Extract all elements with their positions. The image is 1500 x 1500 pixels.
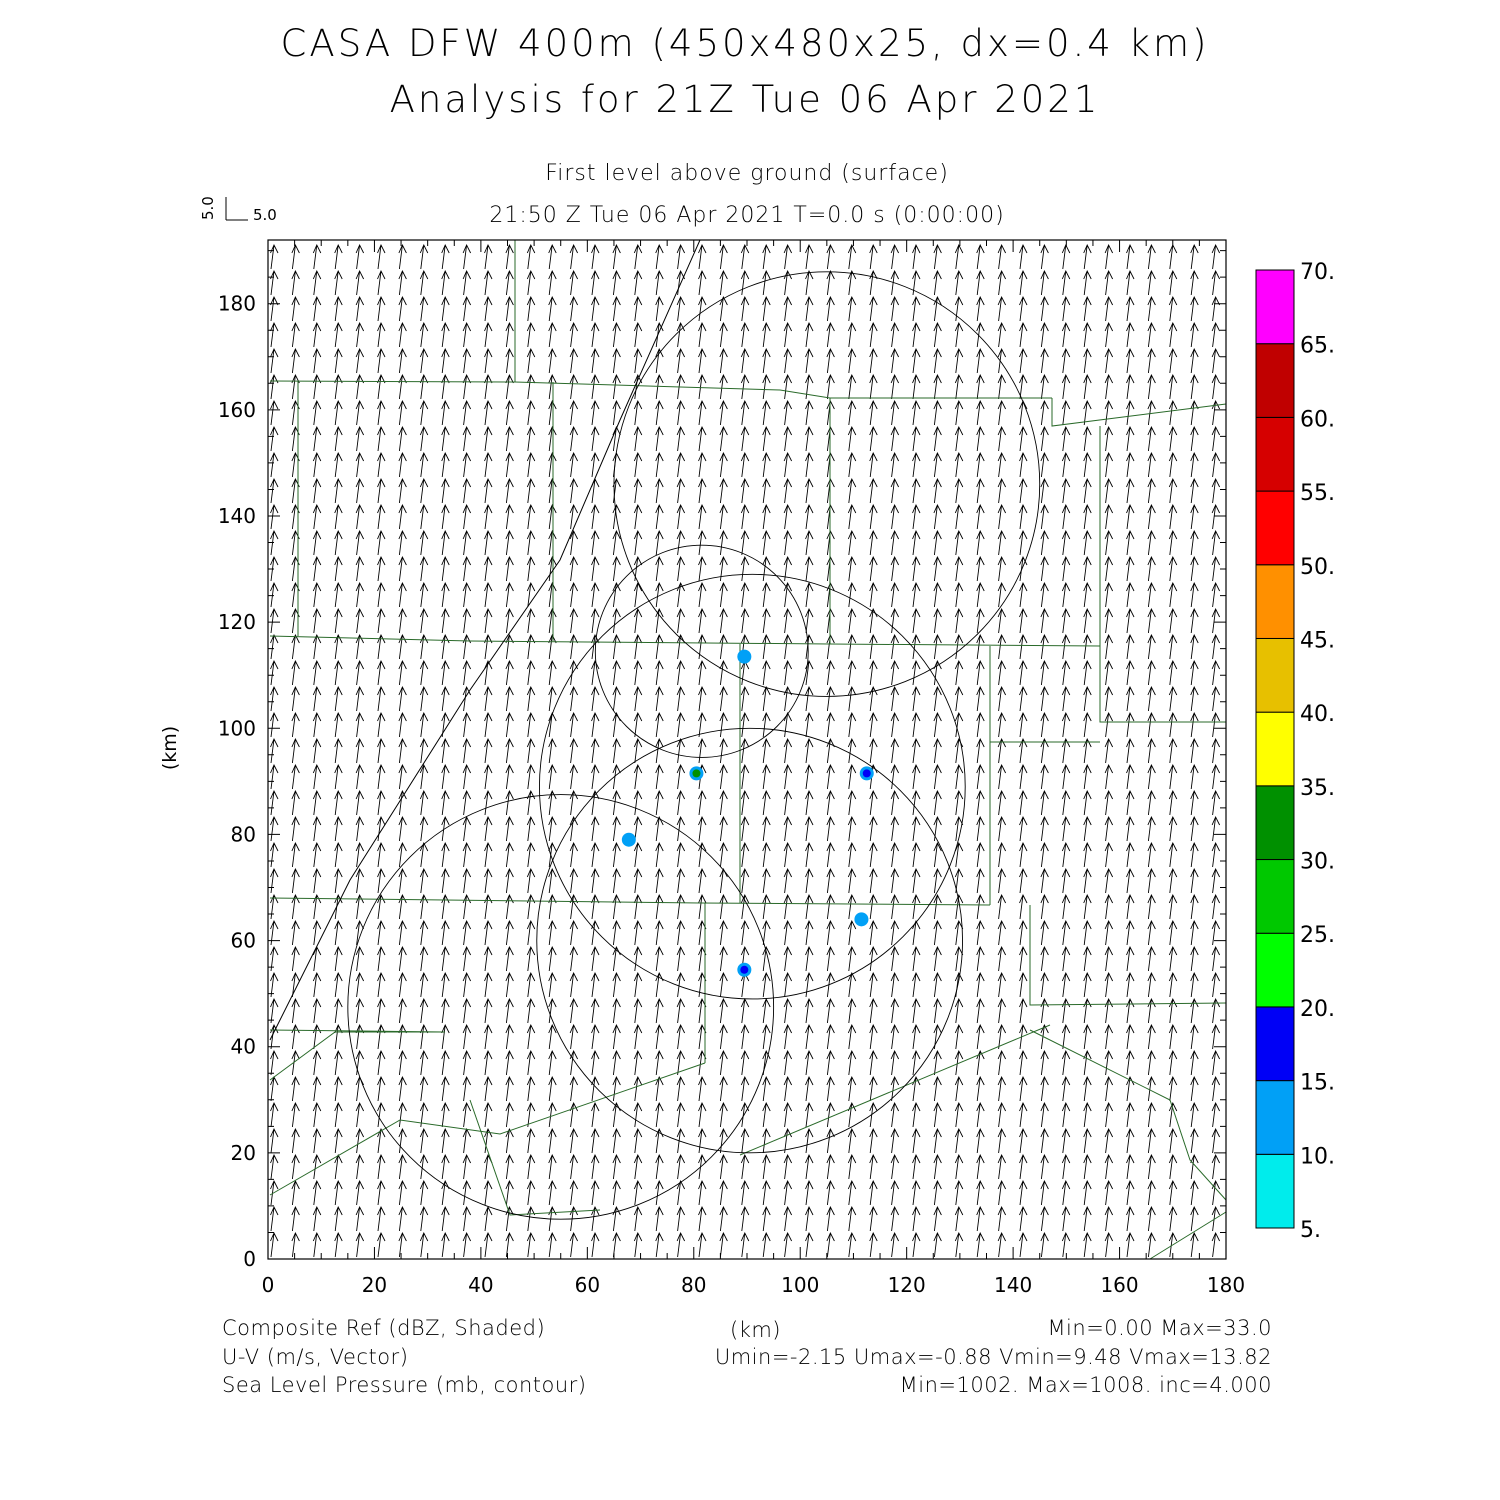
x-tick-label: 20 <box>362 1273 387 1297</box>
county-boundary-line <box>269 897 991 906</box>
colorbar-segment <box>1255 859 1295 934</box>
colorbar-label: 25. <box>1300 923 1335 948</box>
pressure-contours <box>269 239 1227 1260</box>
colorbar-segment <box>1255 416 1295 492</box>
radar-range-rings <box>347 271 1041 1220</box>
colorbar-label: 40. <box>1300 702 1335 727</box>
county-boundary-line <box>739 1024 1051 1156</box>
footer-field3-stats: Min=1002. Max=1008. inc=4.000 <box>899 1373 1272 1397</box>
county-boundary-line <box>1051 398 1227 427</box>
colorbar-segment <box>1255 269 1295 345</box>
colorbar-segment <box>1255 711 1295 787</box>
range-ring <box>613 271 1041 697</box>
x-tick-label: 0 <box>262 1273 275 1297</box>
county-boundary-line <box>269 635 1101 647</box>
vector-key: 5.0 5.0 <box>199 196 277 224</box>
footer-field2-stats: Umin=-2.15 Umax=-0.88 Vmin=9.48 Vmax=13.… <box>714 1345 1272 1369</box>
x-tick-label: 80 <box>681 1273 706 1297</box>
y-tick-label: 160 <box>218 398 256 422</box>
tick-marks <box>267 240 1227 1260</box>
colorbar-label: 5. <box>1300 1218 1321 1243</box>
footer-field3-name: Sea Level Pressure (mb, contour) <box>222 1373 587 1397</box>
colorbar-label: 60. <box>1300 407 1335 432</box>
range-ring <box>347 794 775 1220</box>
y-tick-label: 40 <box>231 1035 256 1059</box>
colorbar-label: 65. <box>1300 334 1335 359</box>
y-tick-label: 60 <box>231 929 256 953</box>
colorbar-label: 30. <box>1300 850 1335 875</box>
x-tick-label: 160 <box>1100 1273 1138 1297</box>
wind-vectors <box>270 243 1221 1258</box>
reflectivity-cell-core <box>740 965 749 974</box>
colorbar-label: 50. <box>1300 555 1335 580</box>
x-axis-tick-labels: 0 20 40 60 80 100 120 140 160 180 <box>262 1273 1245 1297</box>
reflectivity-cell-core <box>692 769 701 778</box>
range-ring <box>538 573 966 1000</box>
colorbar-label: 15. <box>1300 1071 1335 1096</box>
colorbar-segment <box>1255 785 1295 861</box>
colorbar-segment <box>1255 564 1295 639</box>
valid-time-label: 21:50 Z Tue 06 Apr 2021 T=0.0 s (0:00:00… <box>489 203 1005 228</box>
county-boundary-line <box>1149 1211 1227 1260</box>
reflectivity-cell-core <box>740 652 749 661</box>
x-tick-label: 100 <box>781 1273 819 1297</box>
y-tick-label: 80 <box>231 822 256 846</box>
range-ring <box>536 727 963 1154</box>
colorbar-label: 45. <box>1300 628 1335 653</box>
x-tick-label: 180 <box>1207 1273 1245 1297</box>
x-axis-label: (km) <box>730 1318 782 1342</box>
colorbar-segment <box>1255 932 1295 1008</box>
x-tick-label: 120 <box>888 1273 926 1297</box>
y-tick-label: 180 <box>218 292 256 316</box>
colorbar-label: 35. <box>1300 776 1335 801</box>
y-tick-label: 20 <box>231 1141 256 1165</box>
range-ring <box>594 544 809 758</box>
reflectivity-cells <box>621 649 874 977</box>
y-tick-label: 0 <box>243 1247 256 1271</box>
reflectivity-cell-core <box>624 835 633 844</box>
colorbar-segment <box>1255 637 1295 713</box>
colorbar-label: 20. <box>1300 997 1335 1022</box>
reflectivity-cell-core <box>857 915 866 924</box>
county-boundary-line <box>269 1062 706 1196</box>
county-boundary-line <box>269 1031 445 1081</box>
wind-vector-field <box>270 243 1221 1258</box>
colorbar-segment <box>1255 1006 1295 1082</box>
colorbar-segment <box>1255 1080 1295 1155</box>
chart-title-line2: Analysis for 21Z Tue 06 Apr 2021 <box>389 78 1101 121</box>
y-tick-label: 100 <box>218 716 256 740</box>
vector-key-v-label: 5.0 <box>199 196 217 220</box>
x-tick-label: 140 <box>994 1273 1032 1297</box>
y-axis-label: (km) <box>159 726 181 770</box>
colorbar-label: 70. <box>1300 260 1335 285</box>
level-subtitle: First level above ground (surface) <box>545 161 949 186</box>
vector-key-u-label: 5.0 <box>253 206 277 224</box>
county-boundary-line <box>269 240 516 383</box>
y-tick-label: 120 <box>218 610 256 634</box>
y-axis-tick-labels: 0 20 40 60 80 100 120 140 160 180 <box>218 292 256 1271</box>
colorbar-label: 55. <box>1300 481 1335 506</box>
colorbar-segment <box>1255 490 1295 566</box>
county-boundary-line <box>1029 1029 1227 1201</box>
x-tick-label: 60 <box>575 1273 600 1297</box>
chart-title-line1: CASA DFW 400m (450x480x25, dx=0.4 km) <box>280 22 1210 65</box>
axis-ticks <box>267 240 1227 1260</box>
isobar-line <box>269 239 701 1041</box>
plot-frame <box>267 239 1227 1260</box>
y-tick-label: 140 <box>218 504 256 528</box>
colorbar-segment <box>1255 343 1295 418</box>
colorbar-label: 10. <box>1300 1144 1335 1169</box>
county-boundary-line <box>1029 905 1227 1006</box>
reflectivity-colorbar: 5. 10. 15. 20. 25. 30. 35. 40. 45. 50. 55. 60. 65. 70… <box>1255 260 1335 1243</box>
county-boundary-line <box>514 381 1052 399</box>
footer-field2-name: U-V (m/s, Vector) <box>222 1345 409 1369</box>
footer-field1-stats: Min=0.00 Max=33.0 <box>1047 1316 1272 1340</box>
x-tick-label: 40 <box>468 1273 493 1297</box>
colorbar-segment <box>1255 1153 1295 1229</box>
footer-field1-name: Composite Ref (dBZ, Shaded) <box>222 1316 546 1340</box>
county-boundary-line <box>469 1099 601 1216</box>
county-boundary-line <box>1099 646 1226 723</box>
reflectivity-cell-core <box>862 769 871 778</box>
